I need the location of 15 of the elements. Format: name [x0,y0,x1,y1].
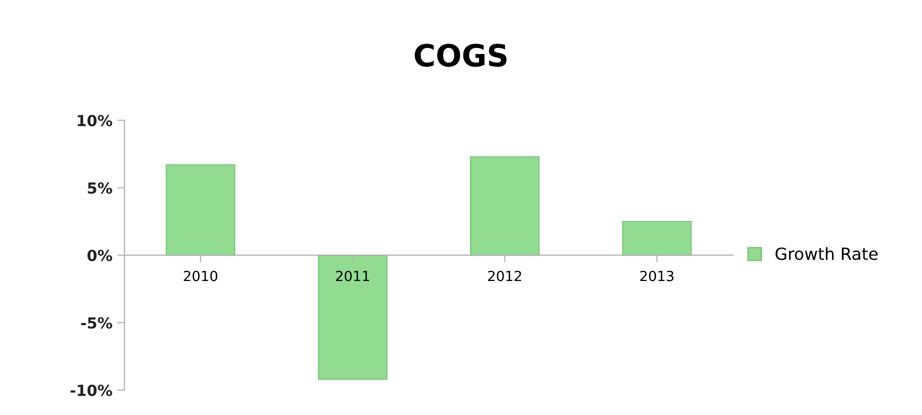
y-tick-label: 5% [88,182,112,194]
x-tick-label: 2010 [184,270,218,282]
chart-title: COGS [414,44,507,67]
bar [166,164,236,256]
legend-label: Growth Rate [776,247,878,260]
x-tick-label: 2012 [488,270,522,282]
bar [470,156,540,256]
x-tick-label: 2013 [640,270,674,282]
y-tick-label: 10% [78,114,112,126]
x-tick-label: 2011 [336,270,370,282]
bar [318,254,388,380]
y-tick-label: -10% [70,384,112,396]
bar [622,220,692,256]
y-tick-label: 0% [87,250,112,262]
y-tick-label: -5% [81,317,112,329]
